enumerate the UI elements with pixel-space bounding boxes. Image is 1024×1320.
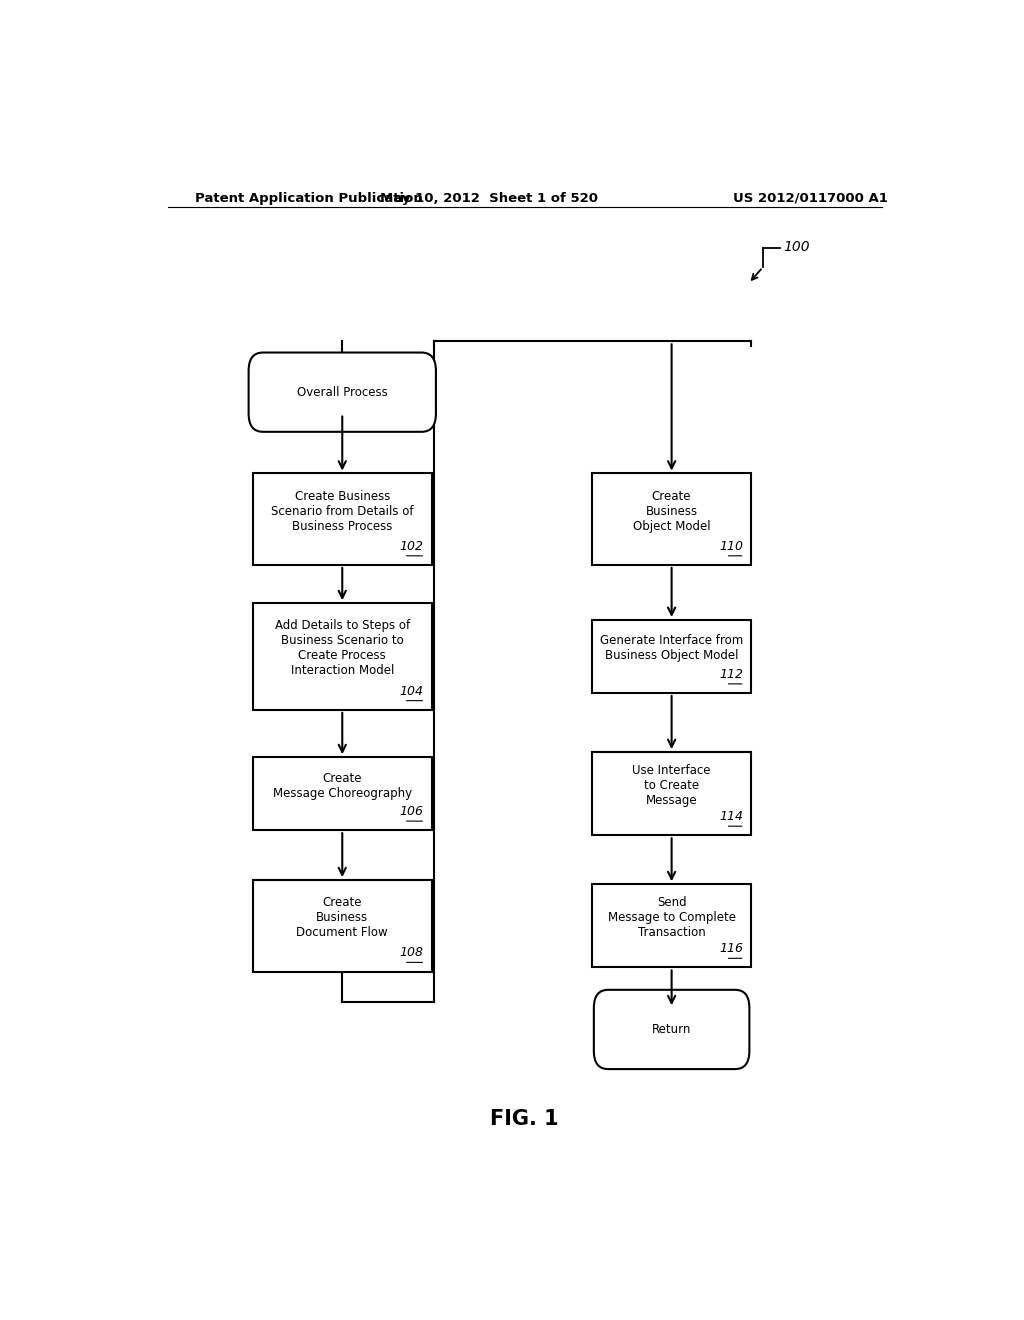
Bar bbox=[253, 758, 431, 830]
FancyBboxPatch shape bbox=[594, 990, 750, 1069]
Text: Return: Return bbox=[652, 1023, 691, 1036]
Bar bbox=[592, 474, 751, 565]
Text: 106: 106 bbox=[399, 805, 424, 818]
Bar bbox=[592, 620, 751, 693]
Text: Add Details to Steps of
Business Scenario to
Create Process
Interaction Model: Add Details to Steps of Business Scenari… bbox=[274, 619, 410, 677]
Text: Use Interface
to Create
Message: Use Interface to Create Message bbox=[633, 764, 711, 807]
Text: 108: 108 bbox=[399, 946, 424, 960]
Text: 102: 102 bbox=[399, 540, 424, 553]
Bar bbox=[253, 603, 431, 710]
Bar bbox=[253, 880, 431, 972]
Text: 110: 110 bbox=[719, 540, 743, 553]
Text: 100: 100 bbox=[783, 240, 810, 253]
Text: Generate Interface from
Business Object Model: Generate Interface from Business Object … bbox=[600, 635, 743, 663]
Text: 112: 112 bbox=[719, 668, 743, 681]
Bar bbox=[253, 474, 431, 565]
Text: Create
Business
Object Model: Create Business Object Model bbox=[633, 490, 711, 532]
Text: Overall Process: Overall Process bbox=[297, 385, 388, 399]
Text: 114: 114 bbox=[719, 810, 743, 824]
Bar bbox=[592, 884, 751, 968]
Text: FIG. 1: FIG. 1 bbox=[490, 1109, 559, 1129]
FancyBboxPatch shape bbox=[249, 352, 436, 432]
Text: May 10, 2012  Sheet 1 of 520: May 10, 2012 Sheet 1 of 520 bbox=[380, 191, 598, 205]
Text: Create Business
Scenario from Details of
Business Process: Create Business Scenario from Details of… bbox=[271, 490, 414, 532]
Bar bbox=[592, 752, 751, 836]
Text: 116: 116 bbox=[719, 942, 743, 956]
Text: 104: 104 bbox=[399, 685, 424, 697]
Text: Send
Message to Complete
Transaction: Send Message to Complete Transaction bbox=[607, 896, 735, 939]
Text: Create
Message Choreography: Create Message Choreography bbox=[272, 771, 412, 800]
Text: Create
Business
Document Flow: Create Business Document Flow bbox=[297, 896, 388, 939]
Text: US 2012/0117000 A1: US 2012/0117000 A1 bbox=[733, 191, 888, 205]
Text: Patent Application Publication: Patent Application Publication bbox=[196, 191, 423, 205]
